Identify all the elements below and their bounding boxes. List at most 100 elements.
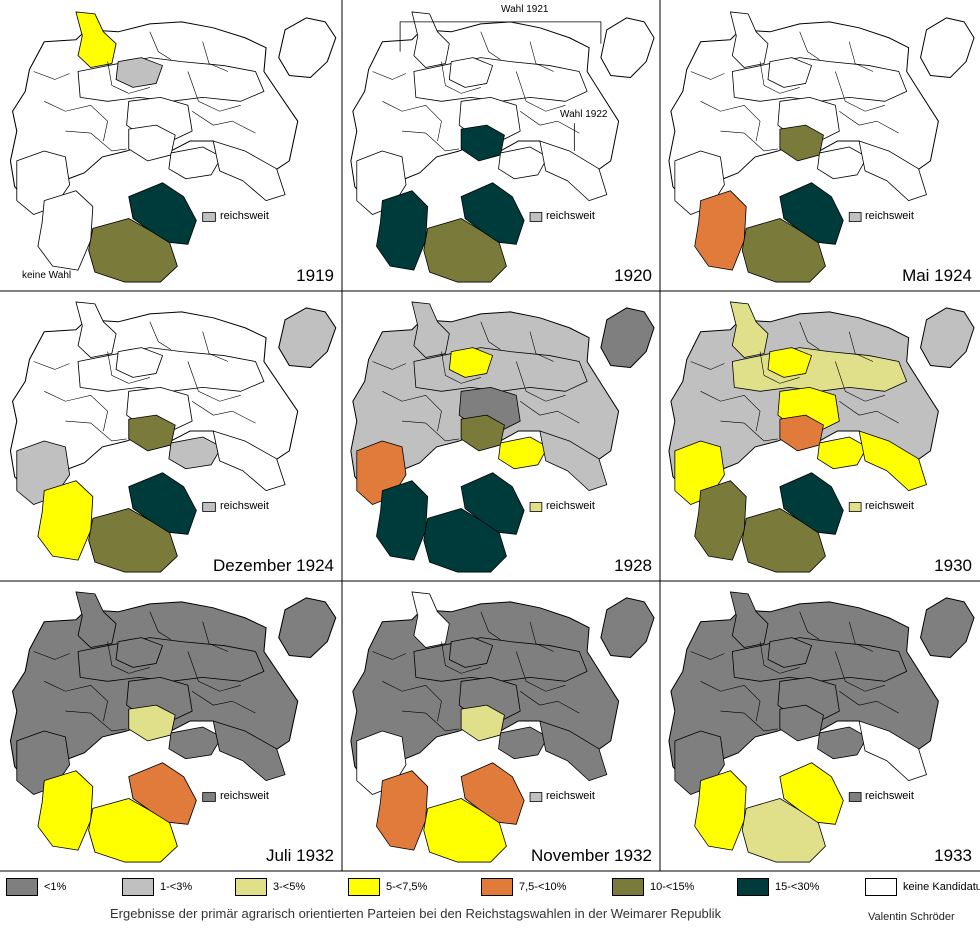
wahl-1921-label: Wahl 1921	[501, 4, 549, 15]
region-bavaria-e	[779, 182, 844, 245]
district-border	[515, 651, 566, 692]
region-southwest	[376, 480, 429, 561]
district-border	[149, 31, 172, 60]
reichsweit-swatch	[848, 212, 862, 222]
region-southwest	[694, 770, 747, 851]
district-border	[480, 31, 501, 60]
wahl-1921-bracket	[399, 21, 602, 52]
district-border	[799, 611, 820, 640]
district-border	[835, 651, 885, 692]
panel-year: November 1932	[531, 846, 652, 865]
district-border	[33, 361, 70, 370]
district-border	[65, 420, 127, 442]
legend-swatch	[737, 878, 769, 896]
district-border	[520, 400, 580, 424]
region-bavaria-n	[88, 798, 178, 863]
district-border	[690, 71, 725, 80]
reichsweit-swatch	[202, 792, 216, 802]
district-border	[720, 420, 778, 442]
district-border	[382, 391, 442, 432]
region-silesia	[858, 720, 927, 782]
region-bavaria-n	[88, 508, 178, 573]
wahl-1922-label: Wahl 1922	[560, 109, 608, 120]
region-saxony	[817, 146, 868, 180]
region-mecklenburg	[448, 347, 494, 378]
map-panel	[9, 591, 337, 863]
region-saxony	[168, 146, 223, 180]
legend-label: 1-<3%	[160, 881, 193, 893]
region-silesia	[539, 430, 608, 492]
legend-swatch	[348, 878, 380, 896]
district-border	[107, 351, 150, 384]
region-east-prussia	[600, 17, 655, 78]
keine-wahl-note: keine Wahl	[22, 270, 72, 281]
district-border	[799, 31, 820, 60]
region-silesia	[212, 430, 286, 492]
reichsweit-swatch	[848, 502, 862, 512]
region-bavaria-e	[460, 472, 525, 535]
district-border	[759, 351, 800, 384]
region-schleswig	[411, 11, 450, 68]
region-silesia	[858, 140, 927, 202]
region-silesia	[539, 720, 608, 782]
district-border	[839, 690, 899, 714]
district-border	[202, 621, 229, 652]
region-east-prussia	[278, 307, 337, 368]
district-border	[44, 391, 108, 432]
district-border	[515, 71, 566, 112]
region-southwest	[694, 190, 747, 271]
district-border	[759, 61, 800, 94]
district-border	[441, 641, 481, 674]
region-east-prussia	[920, 17, 975, 78]
district-border	[65, 710, 127, 732]
reichsweit-label: reichsweit	[546, 500, 595, 512]
region-southwest	[376, 770, 429, 851]
district-border	[441, 61, 481, 94]
district-border	[202, 331, 229, 362]
region-saxony	[817, 436, 868, 470]
panel-year: 1933	[934, 846, 972, 865]
legend-label: keine Kandidatur	[903, 881, 980, 893]
region-east-prussia	[278, 597, 337, 658]
region-bavaria-n	[423, 218, 507, 283]
district-border	[441, 351, 481, 384]
district-border	[65, 130, 127, 152]
district-border	[149, 321, 172, 350]
region-silesia	[858, 430, 927, 492]
district-border	[191, 110, 256, 134]
legend-label: <1%	[44, 881, 67, 893]
panel-year: Mai 1924	[902, 266, 972, 285]
district-border	[149, 611, 172, 640]
district-border	[44, 681, 108, 722]
district-border	[720, 130, 778, 152]
district-border	[848, 41, 874, 72]
district-border	[700, 391, 761, 432]
region-bavaria-n	[741, 218, 826, 283]
region-mecklenburg	[448, 637, 494, 668]
panel-year: Dezember 1924	[213, 556, 334, 575]
district-border	[202, 41, 229, 72]
region-east-prussia	[278, 17, 337, 78]
district-border	[799, 321, 820, 350]
district-border	[372, 361, 407, 370]
region-southwest	[37, 480, 94, 561]
reichsweit-swatch	[529, 792, 543, 802]
district-border	[372, 71, 407, 80]
region-east-prussia	[600, 597, 655, 658]
reichsweit-label: reichsweit	[220, 790, 269, 802]
region-saxony	[498, 436, 549, 470]
district-border	[700, 101, 761, 142]
region-silesia	[212, 720, 286, 782]
legend-swatch	[612, 878, 644, 896]
region-southwest	[376, 190, 429, 271]
map-panel	[9, 11, 337, 283]
reichsweit-swatch	[529, 212, 543, 222]
author: Valentin Schröder	[868, 911, 955, 923]
reichsweit-swatch	[202, 212, 216, 222]
legend-swatch	[122, 878, 154, 896]
region-east-prussia	[600, 307, 655, 368]
legend-label: 7,5-<10%	[519, 881, 567, 893]
panel-year: Juli 1932	[265, 846, 334, 865]
